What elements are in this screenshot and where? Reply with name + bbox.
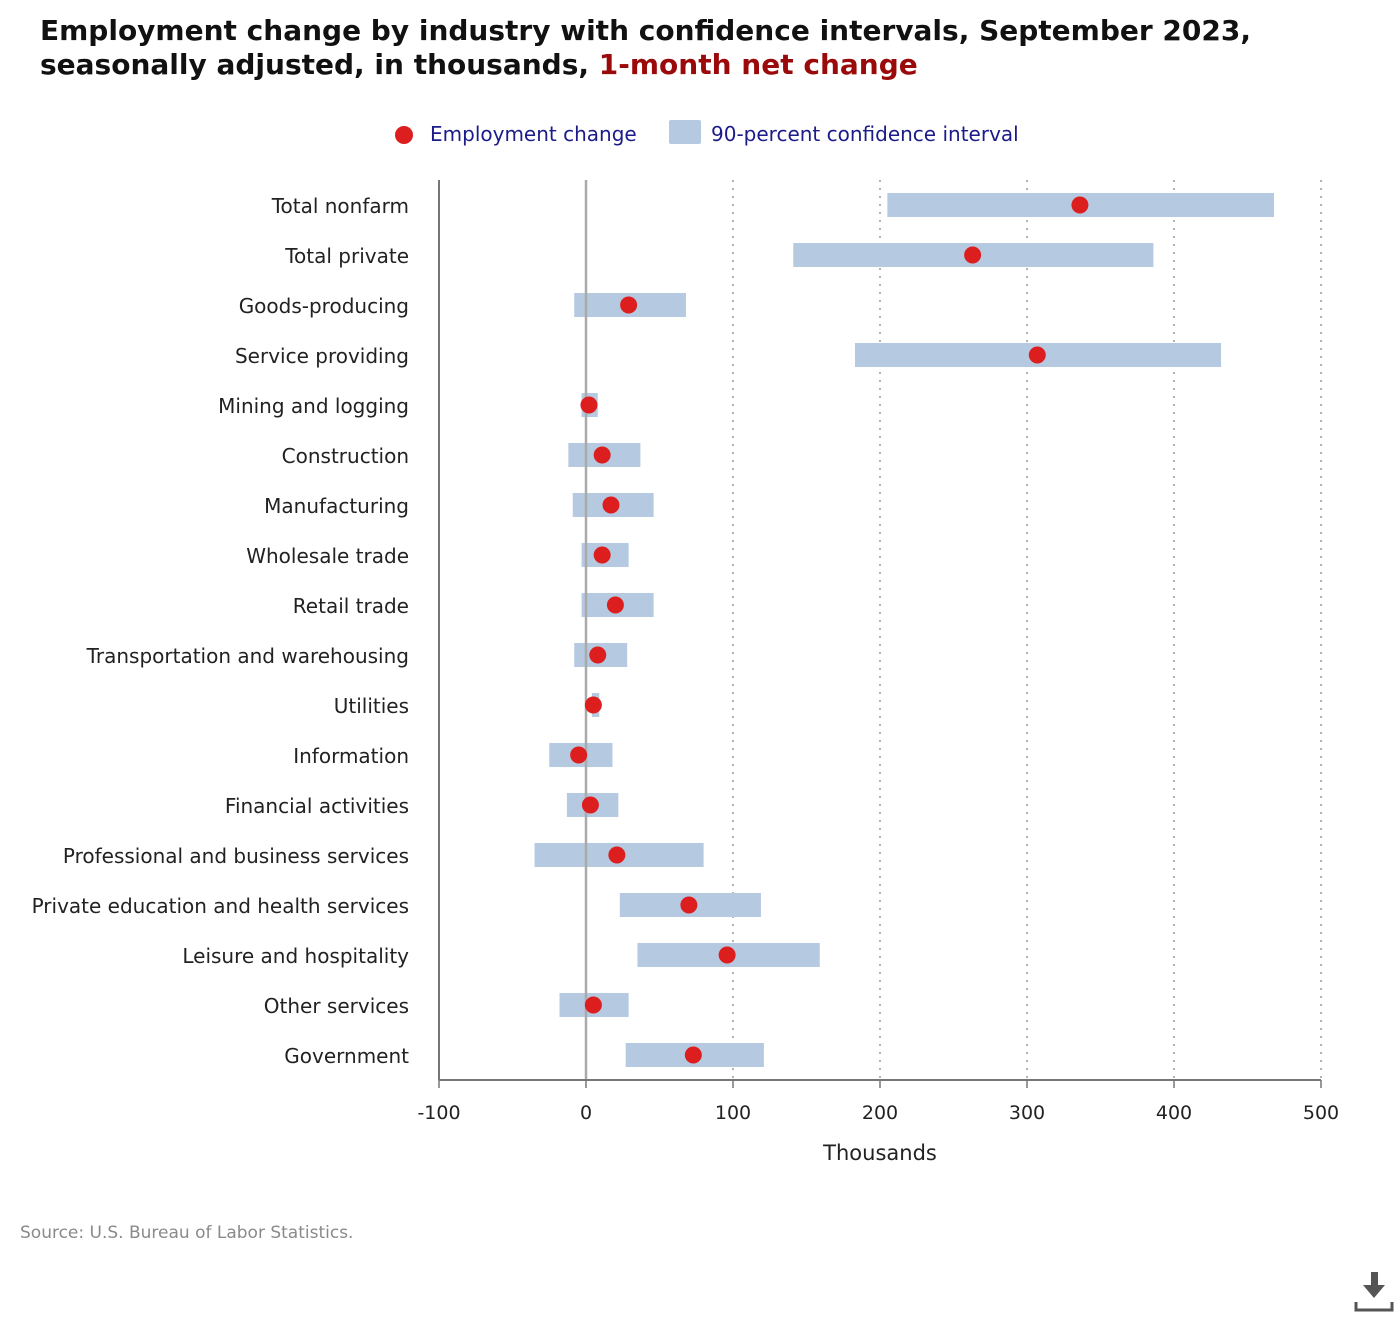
category-label: Service providing — [235, 344, 409, 368]
category-label: Wholesale trade — [246, 544, 409, 568]
employment-change-point — [581, 796, 599, 814]
category-label: Utilities — [334, 694, 409, 718]
x-tick-label: 0 — [580, 1102, 592, 1124]
chart-title-accent: 1-month net change — [598, 48, 918, 81]
chart-title-main: Employment change by industry with confi… — [40, 14, 1251, 81]
category-label: Professional and business services — [63, 844, 409, 868]
employment-change-point — [620, 296, 638, 314]
category-label: Transportation and warehousing — [86, 644, 409, 668]
employment-change-point — [718, 946, 736, 964]
chart-plot: -100 0 100 200 300 400 500 Thousands Total nonfa… — [32, 180, 1339, 1165]
x-axis-title: Thousands — [822, 1141, 937, 1165]
employment-change-point — [680, 896, 698, 914]
employment-change-point — [593, 546, 611, 564]
x-tick-label: -100 — [417, 1102, 460, 1124]
employment-change-point — [1071, 196, 1089, 214]
x-tick-label: 200 — [862, 1102, 898, 1124]
category-label: Private education and health services — [32, 894, 409, 918]
x-tick-label: 400 — [1156, 1102, 1192, 1124]
employment-change-point — [570, 746, 588, 764]
category-label: Retail trade — [293, 594, 409, 618]
legend-point-marker — [395, 126, 413, 144]
source-note: Source: U.S. Bureau of Labor Statistics. — [20, 1223, 354, 1243]
category-label: Mining and logging — [218, 394, 409, 418]
download-button[interactable] — [1352, 1270, 1396, 1314]
x-tick-label: 300 — [1009, 1102, 1045, 1124]
employment-change-point — [580, 396, 598, 414]
employment-change-point — [684, 1046, 702, 1064]
legend-interval-label: 90-percent confidence interval — [711, 122, 1019, 146]
employment-change-point — [584, 996, 602, 1014]
category-label: Government — [284, 1044, 409, 1068]
category-label: Information — [293, 744, 409, 768]
employment-change-point — [602, 496, 620, 514]
category-label: Other services — [264, 994, 409, 1018]
category-label: Goods-producing — [239, 294, 409, 318]
employment-change-point — [964, 246, 982, 264]
legend-point-label: Employment change — [430, 122, 637, 146]
category-label: Total nonfarm — [271, 194, 409, 218]
employment-change-point — [589, 646, 607, 664]
category-label: Leisure and hospitality — [182, 944, 409, 968]
employment-change-point — [584, 696, 602, 714]
employment-change-point — [608, 846, 626, 864]
category-label: Construction — [282, 444, 409, 468]
category-label: Financial activities — [225, 794, 409, 818]
chart-legend: Employment change 90-percent confidence … — [0, 120, 1400, 150]
employment-change-point — [606, 596, 624, 614]
chart-title: Employment change by industry with confi… — [40, 14, 1360, 82]
category-label: Manufacturing — [264, 494, 409, 518]
x-tick-label: 100 — [715, 1102, 751, 1124]
x-tick-label: 500 — [1303, 1102, 1339, 1124]
download-icon — [1354, 1272, 1394, 1312]
employment-change-point — [1028, 346, 1046, 364]
legend-interval-marker — [669, 120, 701, 144]
employment-change-point — [593, 446, 611, 464]
category-label: Total private — [284, 244, 409, 268]
